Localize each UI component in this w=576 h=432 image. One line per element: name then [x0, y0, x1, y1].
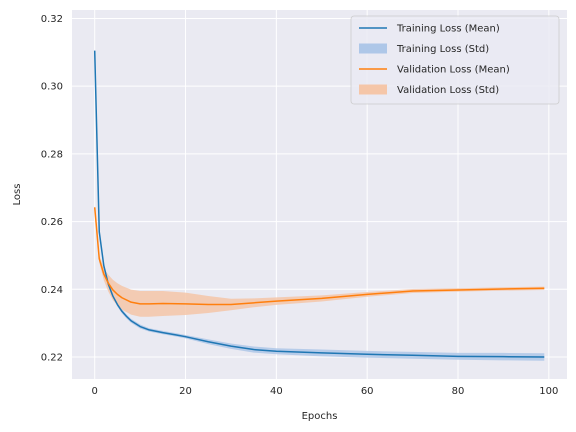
x-tick-label: 80 [452, 386, 465, 397]
std-band-series-1 [94, 206, 545, 317]
y-axis-label: Loss [12, 184, 23, 206]
legend-label: Training Loss (Std) [396, 44, 489, 55]
mean-lines [93, 50, 545, 358]
y-axis-ticks: 0.22 0.24 0.26 0.28 0.30 0.32 [41, 14, 63, 364]
x-axis-label: Epochs [302, 411, 338, 422]
x-tick-label: 100 [539, 386, 558, 397]
x-tick-label: 60 [361, 386, 374, 397]
y-tick-label: 0.26 [41, 217, 63, 228]
x-tick-label: 0 [92, 386, 98, 397]
legend-patch-swatch [359, 84, 387, 95]
y-tick-label: 0.28 [41, 149, 63, 160]
legend-label: Validation Loss (Std) [397, 85, 499, 96]
std-bands [94, 49, 545, 361]
x-tick-label: 40 [270, 386, 283, 397]
legend-label: Training Loss (Mean) [396, 24, 500, 35]
mean-line-series-0 [93, 50, 545, 358]
legend-patch-swatch [359, 43, 387, 54]
legend-box [350, 15, 560, 105]
y-tick-label: 0.32 [41, 14, 63, 25]
y-tick-label: 0.24 [41, 285, 63, 296]
x-tick-label: 20 [179, 386, 192, 397]
legend: Training Loss (Mean) Training Loss (Std) V… [350, 15, 560, 105]
y-tick-label: 0.30 [41, 82, 63, 93]
y-tick-label: 0.22 [41, 353, 63, 364]
mean-line-series-1 [93, 207, 545, 306]
legend-label: Validation Loss (Mean) [397, 65, 510, 76]
x-axis-ticks: 0 20 40 60 80 100 [92, 386, 559, 397]
